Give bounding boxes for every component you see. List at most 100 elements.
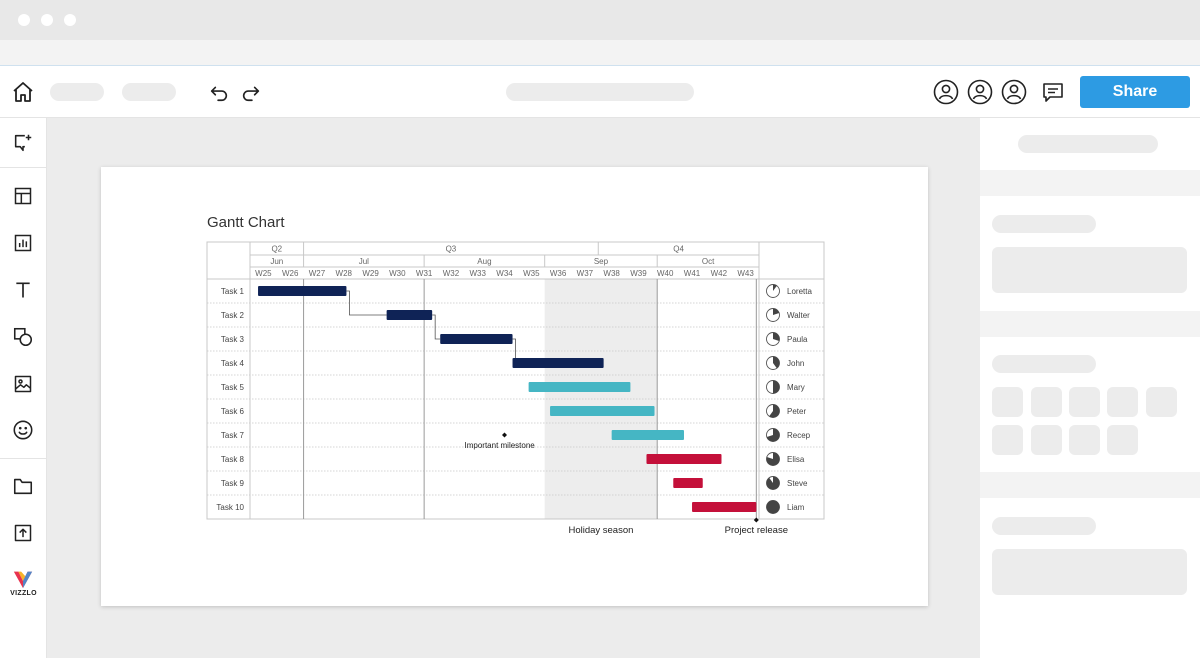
user-icon[interactable] xyxy=(933,79,959,105)
task-label: Task 5 xyxy=(221,383,245,392)
undo-icon[interactable] xyxy=(206,79,232,105)
sidebar-divider xyxy=(0,458,47,459)
user-icon[interactable] xyxy=(1001,79,1027,105)
panel-label-placeholder xyxy=(992,215,1096,233)
task-bar[interactable] xyxy=(646,454,722,464)
panel-swatch-placeholder[interactable] xyxy=(1107,425,1138,455)
vizzlo-logo-icon[interactable] xyxy=(11,567,35,591)
document-title-placeholder[interactable] xyxy=(506,83,694,101)
panel-swatch-placeholder[interactable] xyxy=(1069,425,1100,455)
home-icon[interactable] xyxy=(10,79,36,105)
task-bar[interactable] xyxy=(528,382,631,392)
task-bar[interactable] xyxy=(512,358,604,368)
task-label: Task 8 xyxy=(221,455,245,464)
milestone-label: Project release xyxy=(725,525,788,536)
panel-swatch-placeholder[interactable] xyxy=(1069,387,1100,417)
task-owner-label: Liam xyxy=(787,503,805,512)
task-bar[interactable] xyxy=(386,310,433,320)
month-label: Sep xyxy=(594,257,609,266)
window-titlebar xyxy=(0,0,1200,40)
panel-swatch-placeholder[interactable] xyxy=(992,387,1023,417)
task-owner-label: Walter xyxy=(787,311,810,320)
task-owner-label: John xyxy=(787,359,804,368)
image-icon[interactable] xyxy=(11,372,35,396)
task-label: Task 3 xyxy=(221,335,245,344)
share-button[interactable]: Share xyxy=(1080,76,1190,108)
week-label: W30 xyxy=(389,269,406,278)
dependency-connector xyxy=(432,314,441,340)
text-icon[interactable] xyxy=(11,278,35,302)
task-owner-label: Paula xyxy=(787,335,808,344)
window-close-dot[interactable] xyxy=(18,14,30,26)
task-bar[interactable] xyxy=(673,478,703,488)
panel-label-placeholder xyxy=(992,355,1096,373)
progress-pie-slice xyxy=(773,284,777,291)
task-owner-label: Mary xyxy=(787,383,805,392)
upload-icon[interactable] xyxy=(11,521,35,545)
week-label: W33 xyxy=(469,269,486,278)
emoji-icon[interactable] xyxy=(11,418,35,442)
menu-placeholder-1[interactable] xyxy=(50,83,104,101)
week-label: W39 xyxy=(630,269,647,278)
progress-pie-slice xyxy=(766,452,780,466)
panel-swatch-placeholder[interactable] xyxy=(992,425,1023,455)
task-owner-label: Peter xyxy=(787,407,806,416)
progress-pie-slice xyxy=(773,332,780,342)
week-label: W38 xyxy=(603,269,620,278)
panel-swatch-placeholder[interactable] xyxy=(1031,387,1062,417)
window-minimize-dot[interactable] xyxy=(41,14,53,26)
week-label: W43 xyxy=(737,269,754,278)
task-label: Task 10 xyxy=(216,503,244,512)
month-label: Jun xyxy=(270,257,283,266)
month-label: Aug xyxy=(477,257,491,266)
task-owner-label: Recep xyxy=(787,431,811,440)
task-bar[interactable] xyxy=(440,334,513,344)
user-icon[interactable] xyxy=(967,79,993,105)
shapes-icon[interactable] xyxy=(11,325,35,349)
panel-input-placeholder[interactable] xyxy=(992,549,1187,595)
comment-icon[interactable] xyxy=(1040,79,1066,105)
menu-placeholder-2[interactable] xyxy=(122,83,176,101)
slide-canvas[interactable]: Gantt Chart Q2 Q3 Q4 Jun Jul Aug Sep Oct W25 W26 W… xyxy=(101,167,928,606)
layout-icon[interactable] xyxy=(11,184,35,208)
panel-swatch-placeholder[interactable] xyxy=(1031,425,1062,455)
week-label: W40 xyxy=(657,269,674,278)
task-label: Task 7 xyxy=(221,431,245,440)
progress-pie-slice xyxy=(766,476,780,490)
week-label: W41 xyxy=(684,269,701,278)
milestone-marker[interactable] xyxy=(753,517,759,523)
month-label: Oct xyxy=(702,257,715,266)
task-bar[interactable] xyxy=(550,406,655,416)
progress-pie-slice xyxy=(769,404,780,418)
week-label: W35 xyxy=(523,269,540,278)
folder-icon[interactable] xyxy=(11,474,35,498)
week-label: W37 xyxy=(577,269,594,278)
top-toolbar: Share xyxy=(0,66,1200,118)
week-label: W34 xyxy=(496,269,513,278)
milestone-marker[interactable] xyxy=(502,432,507,438)
left-sidebar: VIZZLO xyxy=(0,118,47,658)
progress-pie-slice xyxy=(766,500,780,514)
panel-swatch-placeholder[interactable] xyxy=(1107,387,1138,417)
month-label: Jul xyxy=(359,257,369,266)
panel-swatch-placeholder[interactable] xyxy=(1146,387,1177,417)
vizzlo-logo-text: VIZZLO xyxy=(10,590,37,597)
task-bar[interactable] xyxy=(258,286,347,296)
panel-section-band xyxy=(980,170,1200,196)
week-label: W25 xyxy=(255,269,272,278)
week-label: W36 xyxy=(550,269,567,278)
add-slide-icon[interactable] xyxy=(11,131,35,155)
redo-icon[interactable] xyxy=(238,79,264,105)
task-label: Task 2 xyxy=(221,311,245,320)
week-label: W29 xyxy=(362,269,379,278)
week-label: W32 xyxy=(443,269,460,278)
panel-input-placeholder[interactable] xyxy=(992,247,1187,293)
chart-icon[interactable] xyxy=(11,231,35,255)
task-bar[interactable] xyxy=(692,502,757,512)
chart-title: Gantt Chart xyxy=(207,214,285,231)
task-bar[interactable] xyxy=(611,430,684,440)
window-maximize-dot[interactable] xyxy=(64,14,76,26)
week-label: W31 xyxy=(416,269,433,278)
address-bar xyxy=(0,40,1200,66)
progress-pie-slice xyxy=(773,380,780,394)
